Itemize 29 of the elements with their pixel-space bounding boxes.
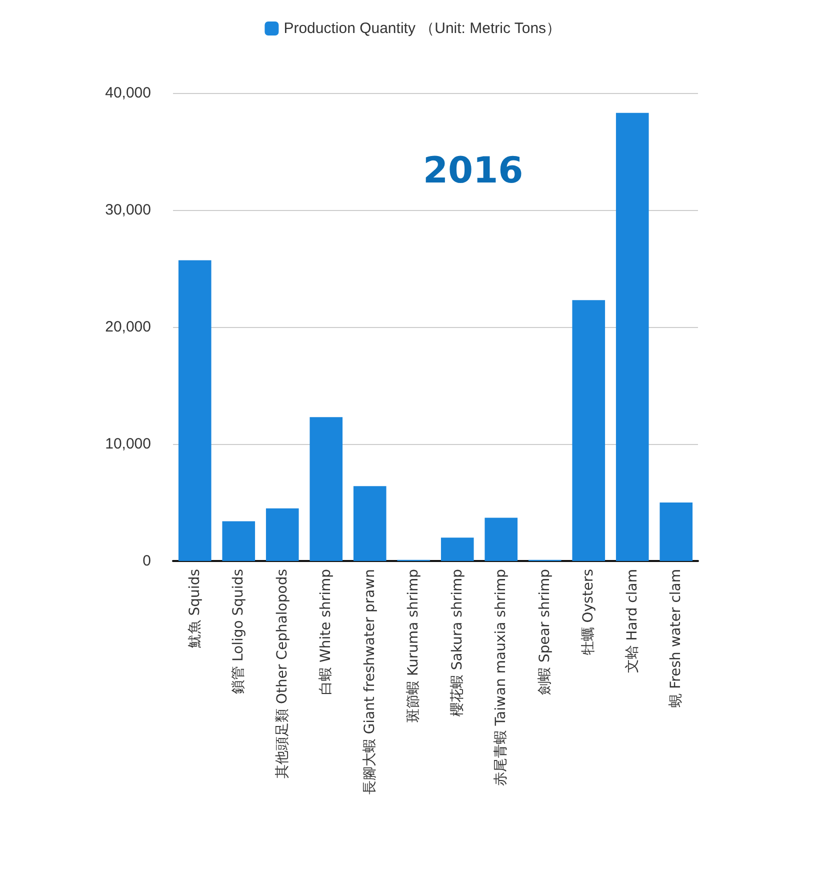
x-tick-label: 赤尾青蝦 Taiwan mauxia shrimp xyxy=(493,568,510,786)
y-tick-label: 30,000 xyxy=(105,202,151,218)
bar xyxy=(572,300,606,561)
legend-label: Production Quantity （Unit: Metric Tons） xyxy=(284,20,562,37)
bar xyxy=(266,508,299,561)
bar xyxy=(660,502,693,561)
x-tick-label: 魷魚 Squids xyxy=(186,569,203,648)
bar xyxy=(310,417,343,561)
y-tick-label: 20,000 xyxy=(105,318,151,336)
text: 2016 xyxy=(423,150,524,192)
y-tick-label: 40,000 xyxy=(105,84,151,102)
x-tick-label: 鎖管 Loligo Squids xyxy=(230,569,247,694)
x-tick-label: 斑節蝦 Kuruma shrimp xyxy=(406,568,422,722)
bar xyxy=(222,521,256,561)
y-tick-label: 0 xyxy=(142,552,151,570)
bar xyxy=(484,518,518,561)
y-tick-label: 10,000 xyxy=(105,436,151,452)
bar xyxy=(616,112,649,561)
x-tick-label: 劍蝦 Spear shrimp xyxy=(536,568,553,695)
bar xyxy=(440,538,474,561)
bar xyxy=(353,486,386,561)
x-tick-label: 蜆 Fresh water clam xyxy=(668,569,684,708)
x-tick-label: 白蝦 White shrimp xyxy=(318,568,334,695)
x-tick-label: 文蛤 Hard clam xyxy=(624,569,640,674)
x-tick-label: 牡蠣 Oysters xyxy=(580,569,597,656)
x-tick-label: 櫻花蝦 Sakura shrimp xyxy=(449,568,466,717)
x-tick-label: 其他頭足類 Other Cephalopods xyxy=(274,569,290,778)
x-tick-label: 長腳大蝦 Giant freshwater prawn xyxy=(362,569,378,795)
bar xyxy=(178,260,212,561)
